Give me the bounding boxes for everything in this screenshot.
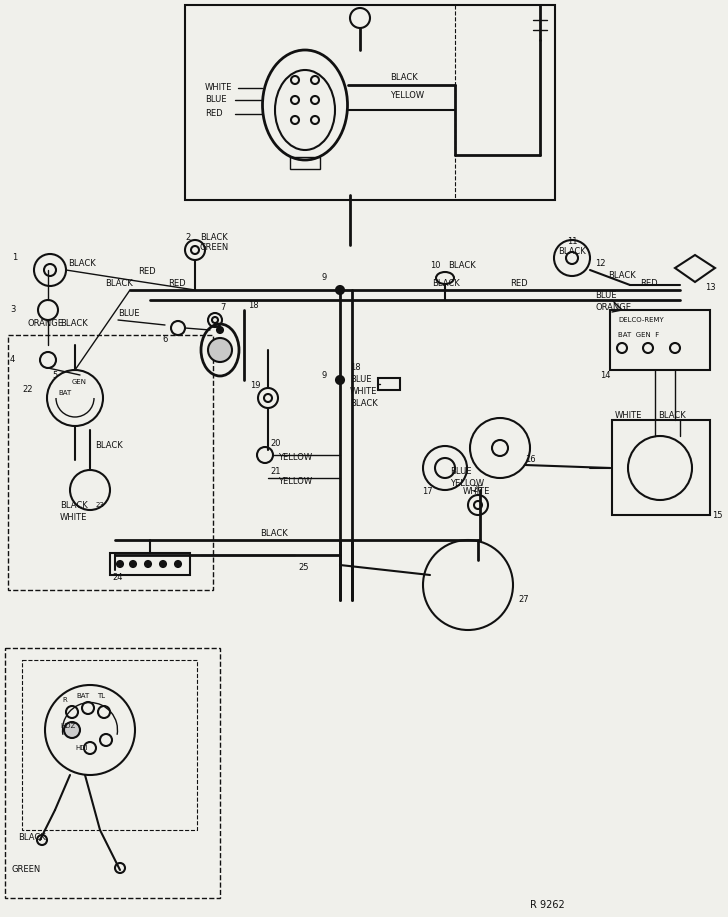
Text: 4: 4	[10, 356, 15, 364]
Text: 26: 26	[472, 485, 483, 494]
Text: BLUE: BLUE	[118, 308, 140, 317]
Text: 15: 15	[712, 511, 722, 520]
Text: BAT  GEN  F: BAT GEN F	[618, 332, 660, 338]
Text: 11: 11	[567, 238, 577, 247]
Text: BLACK: BLACK	[95, 440, 123, 449]
Circle shape	[117, 561, 123, 567]
Circle shape	[175, 561, 181, 567]
Text: 19: 19	[250, 381, 261, 391]
Text: WHITE: WHITE	[60, 514, 87, 523]
Text: TL: TL	[97, 693, 105, 699]
Text: 9: 9	[322, 370, 328, 380]
Bar	[185, 5, 555, 200]
Bar	[610, 310, 710, 370]
Circle shape	[145, 561, 151, 567]
Text: 20: 20	[270, 438, 280, 447]
Text: 12: 12	[595, 259, 606, 268]
Text: 25: 25	[298, 564, 309, 572]
Text: WHITE: WHITE	[205, 83, 232, 93]
Text: 27: 27	[518, 595, 529, 604]
Text: WHITE: WHITE	[463, 488, 491, 496]
Text: BLACK: BLACK	[558, 248, 586, 257]
Text: HDI: HDI	[75, 745, 87, 751]
Text: BLUE: BLUE	[595, 291, 617, 300]
Circle shape	[130, 561, 136, 567]
Text: 3: 3	[10, 305, 15, 315]
Text: BAT: BAT	[58, 390, 71, 396]
Text: 10: 10	[430, 260, 440, 270]
Bar	[612, 420, 710, 515]
Text: 17: 17	[422, 488, 432, 496]
Text: 7: 7	[220, 304, 226, 313]
Text: 18: 18	[350, 363, 360, 372]
Text: BLACK: BLACK	[390, 72, 418, 82]
Text: GEN: GEN	[72, 379, 87, 385]
Circle shape	[336, 286, 344, 294]
Text: BLACK: BLACK	[105, 279, 132, 288]
Text: RED: RED	[510, 279, 528, 288]
Circle shape	[336, 376, 344, 384]
Text: 13: 13	[705, 283, 716, 293]
Text: 24: 24	[112, 573, 122, 582]
Text: BLACK: BLACK	[350, 400, 378, 408]
Text: YELLOW: YELLOW	[278, 478, 312, 487]
Text: GREEN: GREEN	[200, 244, 229, 252]
Text: ORANGE: ORANGE	[595, 303, 631, 312]
Text: BLACK: BLACK	[448, 260, 476, 270]
Text: 21: 21	[270, 468, 280, 477]
Text: BLACK: BLACK	[432, 279, 460, 288]
Text: ORANGE: ORANGE	[28, 318, 64, 327]
Text: YELLOW: YELLOW	[278, 454, 312, 462]
Text: 6: 6	[162, 336, 167, 345]
Text: BLACK: BLACK	[68, 260, 96, 269]
Text: BLACK: BLACK	[18, 834, 46, 843]
Text: 16: 16	[525, 456, 536, 465]
Text: 9: 9	[322, 273, 328, 282]
Text: DELCO-REMY: DELCO-REMY	[618, 317, 664, 323]
Text: BLACK: BLACK	[60, 501, 88, 510]
Bar	[290, 157, 320, 169]
Text: RED: RED	[168, 279, 186, 288]
Text: BLACK: BLACK	[60, 318, 88, 327]
Circle shape	[160, 561, 166, 567]
Text: R: R	[62, 697, 67, 703]
Text: RED: RED	[640, 279, 657, 288]
Bar	[22, 660, 197, 830]
Text: 5: 5	[52, 370, 58, 380]
Circle shape	[208, 338, 232, 362]
Text: GREEN: GREEN	[12, 866, 41, 875]
Circle shape	[217, 327, 223, 333]
Text: 14: 14	[600, 370, 611, 380]
Text: RED: RED	[138, 268, 156, 277]
Text: BLUE: BLUE	[205, 95, 226, 105]
Text: BLUE: BLUE	[350, 375, 371, 384]
Bar	[378, 378, 400, 390]
Text: BLUE: BLUE	[450, 468, 472, 477]
Text: BAT: BAT	[76, 693, 90, 699]
Bar	[110, 553, 190, 575]
Text: BLACK: BLACK	[658, 411, 686, 419]
Bar	[8, 335, 213, 590]
Text: RED: RED	[205, 109, 223, 118]
Text: 2: 2	[185, 234, 190, 242]
Text: 1: 1	[12, 253, 17, 262]
Text: BLACK: BLACK	[200, 234, 228, 242]
Text: 18: 18	[248, 301, 258, 310]
Text: HDZ: HDZ	[60, 723, 76, 729]
Text: 22: 22	[22, 385, 33, 394]
Text: BLACK: BLACK	[608, 271, 636, 280]
Text: YELLOW: YELLOW	[390, 91, 424, 100]
Text: BLACK: BLACK	[260, 528, 288, 537]
Bar	[5, 648, 220, 898]
Text: YELLOW: YELLOW	[450, 479, 484, 488]
Text: 23: 23	[96, 502, 105, 508]
Text: WHITE: WHITE	[350, 388, 377, 396]
Text: R 9262: R 9262	[530, 900, 565, 910]
Circle shape	[64, 722, 80, 738]
Text: WHITE: WHITE	[615, 411, 642, 419]
